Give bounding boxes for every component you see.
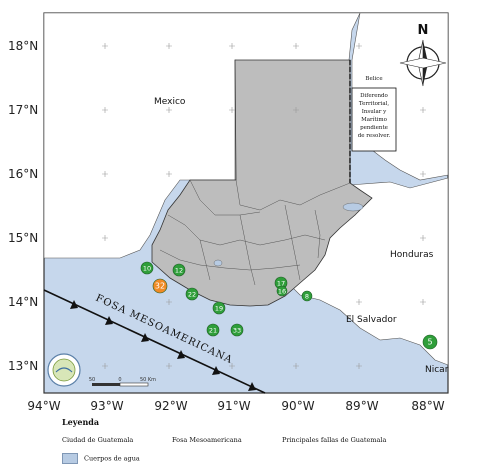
lat-label: 17°N [8, 103, 38, 117]
svg-text:Insular y: Insular y [362, 109, 387, 115]
legend-item-agua: Cuerpos de agua [62, 453, 140, 464]
water-swatch [62, 453, 78, 464]
sample-point-label: 12 [175, 267, 183, 275]
sample-point-label: 17 [277, 280, 285, 288]
sample-point-label: 21 [209, 327, 217, 335]
country-label-nicaragua: Nicar [425, 365, 449, 375]
sample-point-label: 33 [233, 327, 241, 335]
sample-point-label: 8 [305, 293, 309, 301]
sample-point [212, 301, 226, 315]
trench-line [43, 289, 266, 394]
sample-point-label: 22 [188, 291, 196, 299]
graticule [102, 43, 426, 369]
svg-text:de resolver.: de resolver. [358, 133, 391, 139]
sample-point-label: 5 [427, 338, 432, 347]
sample-point [206, 323, 220, 337]
trench-triangles [70, 300, 256, 391]
country-label-el-salvador: El Salvador [346, 315, 397, 325]
lon-label: 88°W [411, 399, 444, 413]
legend-title: Leyenda [62, 417, 100, 427]
svg-text:50: 50 [89, 377, 95, 383]
lon-label: 89°W [345, 399, 378, 413]
belize-note: Diferendo Territorial, Insular y Marítim… [358, 93, 391, 139]
sample-point [185, 287, 199, 301]
lake-izabal [342, 202, 364, 212]
north-arrow-icon: N [399, 23, 447, 87]
svg-text:Territorial,: Territorial, [359, 101, 389, 107]
belize-note-box [351, 87, 397, 152]
lat-label: 16°N [8, 167, 38, 181]
sample-point-label: 32 [155, 282, 165, 291]
guatemala-land [151, 59, 373, 307]
lat-label: 14°N [8, 295, 38, 309]
sample-point [230, 323, 244, 337]
lake-atitlan [213, 259, 223, 267]
sample-point-label: 16 [278, 288, 286, 296]
department-borders [159, 179, 351, 286]
institution-seal [47, 353, 81, 387]
country-label-honduras: Honduras [390, 250, 434, 260]
svg-text:Diferendo: Diferendo [360, 93, 388, 99]
legend-item-ciudad: Ciudad de Guatemala [62, 436, 134, 444]
svg-text:50 Km: 50 Km [140, 377, 156, 383]
belize-title: Belice [365, 76, 382, 82]
svg-text:N: N [418, 23, 429, 38]
sample-point [172, 263, 186, 277]
lat-label: 13°N [8, 359, 38, 373]
lon-label: 93°W [90, 399, 123, 413]
svg-text:pendiente: pendiente [360, 125, 388, 131]
latitude-labels: 18°N 17°N 16°N 15°N 14°N 13°N [8, 39, 38, 373]
lon-label: 90°W [281, 399, 314, 413]
sample-point [152, 278, 168, 294]
svg-text:0: 0 [118, 377, 121, 383]
country-label-mexico: Mexico [154, 97, 186, 107]
legend-item-fosa: Fosa Mesoamericana [172, 436, 242, 444]
sample-point-label: 19 [215, 305, 223, 313]
scale-bar: 50 0 50 Km [89, 377, 156, 387]
sample-point [422, 334, 438, 350]
lon-label: 91°W [217, 399, 250, 413]
sample-point [276, 285, 288, 297]
legend-item-fallas: Principales fallas de Guatemala [282, 436, 387, 444]
sample-point [301, 290, 313, 302]
sample-point [140, 261, 154, 275]
sample-point-label: 10 [143, 265, 151, 273]
lon-label: 92°W [154, 399, 187, 413]
longitude-labels: 94°W 93°W 92°W 91°W 90°W 89°W 88°W [27, 399, 444, 413]
svg-text:Marítimo: Marítimo [361, 116, 387, 123]
lat-label: 15°N [8, 231, 38, 245]
lat-label: 18°N [8, 39, 38, 53]
lon-label: 94°W [27, 399, 60, 413]
